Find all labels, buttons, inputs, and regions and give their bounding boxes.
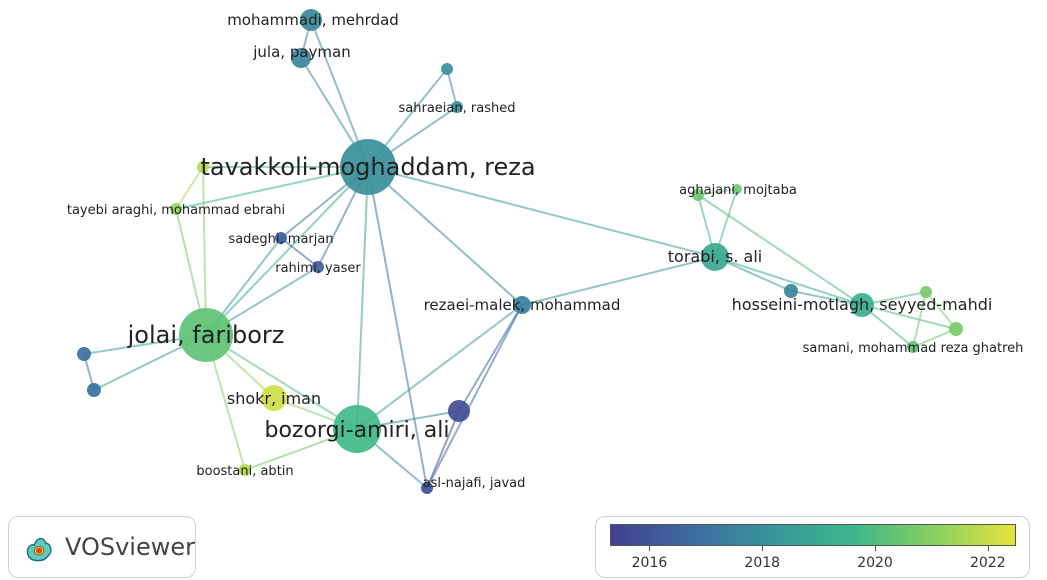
link-tavakkoli-asl [367, 166, 428, 489]
author-label-rahimi[interactable]: rahimi, yaser [275, 261, 361, 276]
vosviewer-logo-text: VOSviewer [64, 533, 195, 561]
link-green_right-samani [912, 328, 957, 348]
link-purple_right-asl [426, 410, 460, 489]
author-node-green_top[interactable] [920, 286, 932, 298]
link-tavakkoli-torabi [367, 166, 716, 258]
author-node-rezaei[interactable] [513, 296, 531, 314]
author-node-rahimi[interactable] [312, 261, 324, 273]
author-node-samani[interactable] [907, 341, 919, 353]
author-node-left_a[interactable] [77, 347, 91, 361]
author-label-sadeghi[interactable]: sadeghi, marjan [228, 232, 333, 247]
legend-tick-label: 2016 [631, 555, 668, 571]
author-node-jula[interactable] [291, 48, 311, 68]
author-node-shokr[interactable] [261, 385, 287, 411]
author-node-tayebi_top[interactable] [197, 161, 209, 173]
legend-tick-mark [649, 546, 651, 551]
link-sadeghi-rahimi [280, 237, 319, 268]
legend-tick-mark [762, 546, 764, 551]
legend-tick-label: 2022 [969, 555, 1006, 571]
author-node-torabi[interactable] [701, 243, 729, 271]
link-rezaei-purple_right [458, 304, 523, 412]
author-node-tayebi[interactable] [170, 203, 182, 215]
author-label-jolai[interactable]: jolai, fariborz [127, 321, 285, 349]
author-label-shokr[interactable]: shokr, iman [227, 389, 321, 408]
author-node-left_b[interactable] [87, 383, 101, 397]
author-label-mohammadi[interactable]: mohammadi, mehrdad [227, 11, 399, 29]
author-label-hosseini[interactable]: hosseini-motlagh, seyyed-mahdi [732, 295, 993, 314]
author-label-torabi[interactable]: torabi, s. ali [668, 247, 762, 266]
legend-tick-label: 2018 [744, 555, 781, 571]
vosviewer-logo-icon [26, 537, 52, 562]
link-aghajani-hosseini [697, 194, 863, 306]
year-color-gradient-bar [610, 524, 1016, 546]
author-node-hosseini[interactable] [850, 293, 874, 317]
author-label-bozorgi[interactable]: bozorgi-amiri, ali [265, 418, 450, 443]
author-label-asl[interactable]: asl-najafi, javad [423, 476, 526, 491]
author-label-jula[interactable]: jula, payman [252, 43, 350, 61]
legend-tick-label: 2020 [857, 555, 893, 571]
author-node-asl[interactable] [421, 482, 433, 494]
author-node-sadeghi[interactable] [275, 232, 287, 244]
link-tavakkoli-tayebi [175, 166, 369, 210]
link-tavakkoli-jolai [205, 166, 369, 336]
author-node-hosseini_small[interactable] [784, 284, 798, 298]
link-hosseini-green_right [861, 304, 957, 330]
author-node-mohammadi[interactable] [300, 9, 322, 31]
author-node-green_right[interactable] [949, 322, 963, 336]
author-node-tavakkoli[interactable] [340, 139, 396, 195]
link-bozorgi-rezaei [356, 304, 523, 430]
link-jolai-bozorgi [205, 334, 358, 430]
link-jolai-tayebi_top [202, 166, 207, 336]
author-label-rezaei[interactable]: rezaei-malek, mohammad [424, 296, 621, 314]
year-color-legend: 2016 2018 2020 2022 [595, 516, 1030, 578]
link-tavakkoli-bozorgi [356, 166, 369, 430]
author-label-sahraeian[interactable]: sahraeian, rashed [399, 101, 516, 116]
author-node-unlabeled_top[interactable] [441, 63, 453, 75]
labels-layer: tavakkoli-moghaddam, reza mohammadi, mehr… [67, 11, 1024, 491]
link-green_top-green_right [925, 291, 957, 330]
link-tavakkoli-rezaei [367, 166, 523, 306]
author-node-aghajani_b[interactable] [732, 184, 742, 194]
link-green_top-samani [912, 291, 927, 348]
author-label-tavakkoli[interactable]: tavakkoli-moghaddam, reza [200, 153, 535, 181]
author-label-tayebi[interactable]: tayebi araghi, mohammad ebrahi [67, 203, 285, 218]
vosviewer-logo: VOSviewer [8, 516, 196, 578]
link-hosseini-hosseini_small [790, 290, 863, 306]
author-node-sahraeian[interactable] [451, 101, 463, 113]
link-tayebi-tayebi_top [175, 166, 204, 210]
author-node-bozorgi[interactable] [333, 405, 381, 453]
legend-tick-mark [875, 546, 877, 551]
link-unlabeled_top-sahraeian [446, 68, 458, 108]
link-aghajani-aghajani_b [697, 188, 738, 196]
author-label-boostani[interactable]: boostani, abtin [196, 464, 293, 479]
link-torabi-hosseini [714, 256, 863, 306]
author-node-boostani[interactable] [239, 464, 251, 476]
nodes-layer [77, 9, 963, 494]
author-label-aghajani[interactable]: aghajani, mojtaba [679, 183, 797, 198]
author-node-jolai[interactable] [179, 308, 233, 362]
link-rezaei-asl [426, 304, 523, 489]
link-rezaei-torabi [521, 256, 716, 306]
legend-tick-mark [987, 546, 989, 551]
author-node-purple_right[interactable] [448, 400, 470, 422]
links-layer [83, 19, 957, 489]
author-node-aghajani[interactable] [692, 189, 704, 201]
author-label-samani[interactable]: samani, mohammad reza ghatreh [803, 341, 1024, 356]
